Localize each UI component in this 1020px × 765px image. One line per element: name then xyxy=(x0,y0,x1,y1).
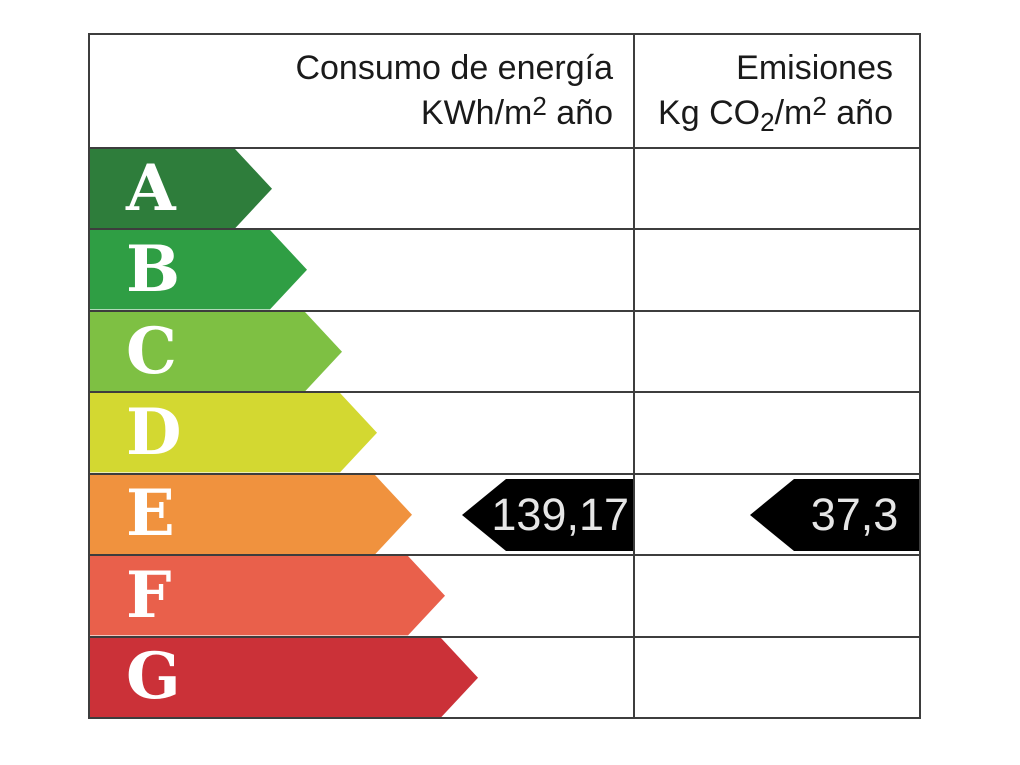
consumption-value-arrow-shape xyxy=(462,478,633,551)
rating-row-b: B xyxy=(90,228,919,310)
rating-arrow-d xyxy=(90,393,377,473)
rating-arrow-c xyxy=(90,311,342,392)
consumption-value-arrow: 139,17 xyxy=(462,478,633,551)
rating-letter-a: A xyxy=(126,150,176,226)
emissions-header-line2: Kg CO2/m2 año xyxy=(658,91,893,137)
rating-letter-g: G xyxy=(126,639,181,715)
superscript-2: 2 xyxy=(532,91,547,121)
rating-letter-b: B xyxy=(126,232,181,308)
rating-row-c: C xyxy=(90,309,919,392)
emissions-value-arrow-shape xyxy=(750,478,919,551)
rating-row-g: G xyxy=(90,635,919,717)
rating-arrow-e xyxy=(90,474,412,555)
consumption-header-line2: KWh/m2 año xyxy=(420,91,613,132)
rating-row-f: F xyxy=(90,554,919,636)
rating-arrow-g xyxy=(90,637,478,717)
rating-row-d: D xyxy=(90,391,919,473)
rating-letter-e: E xyxy=(126,476,175,552)
emissions-value: 37,3 xyxy=(810,489,899,541)
rating-letter-d: D xyxy=(126,394,182,470)
consumption-header-line1: Consumo de energía xyxy=(295,49,613,87)
consumption-value: 139,17 xyxy=(491,489,629,541)
rating-letter-f: F xyxy=(126,557,172,633)
superscript-2: 2 xyxy=(812,91,827,121)
rating-arrow-b xyxy=(90,230,307,310)
emissions-header-line1: Emisiones xyxy=(736,49,893,87)
rating-arrow-a xyxy=(90,149,272,229)
rating-arrow-f xyxy=(90,556,445,636)
consumption-column-header: Consumo de energía KWh/m2 año xyxy=(90,35,633,147)
emissions-value-arrow: 37,3 xyxy=(750,478,919,551)
table-header: Consumo de energía KWh/m2 año Emisiones … xyxy=(90,35,919,147)
rating-table: Consumo de energía KWh/m2 año Emisiones … xyxy=(88,33,921,719)
rating-row-e: E 139,17 37,3 xyxy=(90,472,919,555)
rating-letter-c: C xyxy=(126,313,177,389)
emissions-column-header: Emisiones Kg CO2/m2 año xyxy=(633,35,919,147)
rating-row-a: A xyxy=(90,147,919,229)
subscript-2: 2 xyxy=(760,107,775,137)
column-divider-line xyxy=(633,35,635,717)
